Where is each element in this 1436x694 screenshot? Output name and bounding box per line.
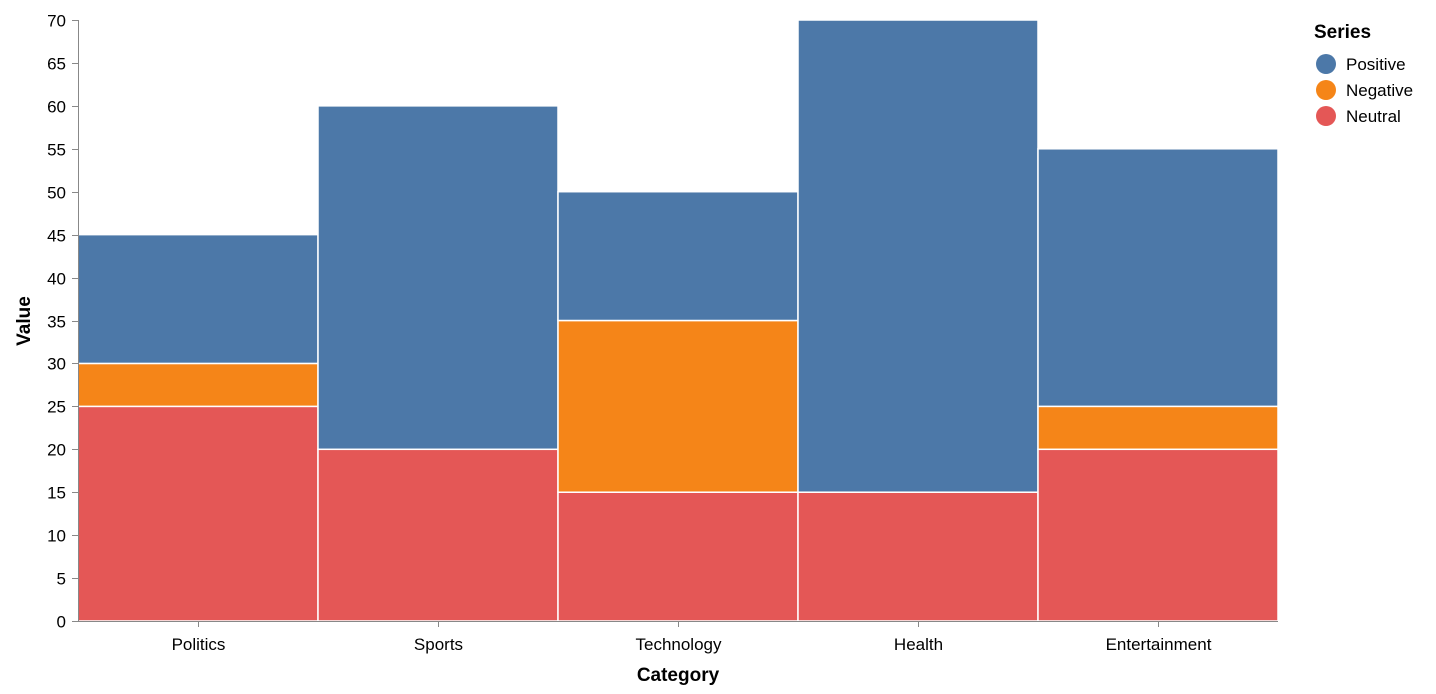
legend-label-positive: Positive [1346, 55, 1406, 74]
x-axis-title: Category [637, 665, 720, 686]
y-tick-label-70: 70 [47, 12, 66, 31]
bar-technology-neutral [557, 491, 799, 622]
y-tick-label-60: 60 [47, 98, 66, 117]
legend-label-negative: Negative [1346, 81, 1413, 100]
legend-swatch-neutral [1316, 106, 1336, 126]
y-axis-title: Value [14, 296, 35, 346]
y-tick-label-5: 5 [57, 570, 66, 589]
x-tick-label-sports: Sports [414, 635, 463, 654]
x-tick-label-technology: Technology [635, 635, 722, 654]
y-tick-label-20: 20 [47, 441, 66, 460]
bar-technology-negative [557, 319, 799, 493]
legend-title: Series [1314, 22, 1371, 43]
bar-sports-neutral [317, 448, 559, 622]
bar-entertainment-negative [1037, 405, 1279, 451]
y-tick-label-65: 65 [47, 55, 66, 74]
bar-entertainment-neutral [1037, 448, 1279, 622]
y-tick-label-50: 50 [47, 184, 66, 203]
y-tick-label-15: 15 [47, 484, 66, 503]
legend-label-neutral: Neutral [1346, 107, 1401, 126]
x-tick-label-entertainment: Entertainment [1106, 635, 1212, 654]
y-tick-label-30: 30 [47, 355, 66, 374]
bars-layer [77, 19, 1279, 622]
bar-health-positive [797, 19, 1039, 493]
legend-swatch-negative [1316, 80, 1336, 100]
x-tick-label-politics: Politics [172, 635, 226, 654]
bar-politics-negative [77, 362, 319, 408]
legend-swatch-positive [1316, 54, 1336, 74]
y-axis: 0 5 10 15 20 25 30 35 40 45 50 55 60 65 70 [47, 12, 79, 632]
x-tick-label-health: Health [894, 635, 943, 654]
bar-technology-positive [557, 190, 799, 322]
y-tick-label-45: 45 [47, 227, 66, 246]
y-tick-label-25: 25 [47, 398, 66, 417]
bar-health-neutral [797, 491, 1039, 622]
bar-politics-positive [77, 233, 319, 365]
bar-sports-positive [317, 105, 559, 451]
legend: Series Positive Negative Neutral [1314, 22, 1413, 126]
y-tick-label-10: 10 [47, 527, 66, 546]
x-axis: Politics Sports Technology Health Entertainm… [78, 621, 1278, 654]
y-tick-label-0: 0 [57, 613, 66, 632]
y-tick-label-55: 55 [47, 141, 66, 160]
y-tick-label-40: 40 [47, 270, 66, 289]
bar-entertainment-positive [1037, 148, 1279, 408]
bar-politics-neutral [77, 405, 319, 622]
y-tick-label-35: 35 [47, 313, 66, 332]
